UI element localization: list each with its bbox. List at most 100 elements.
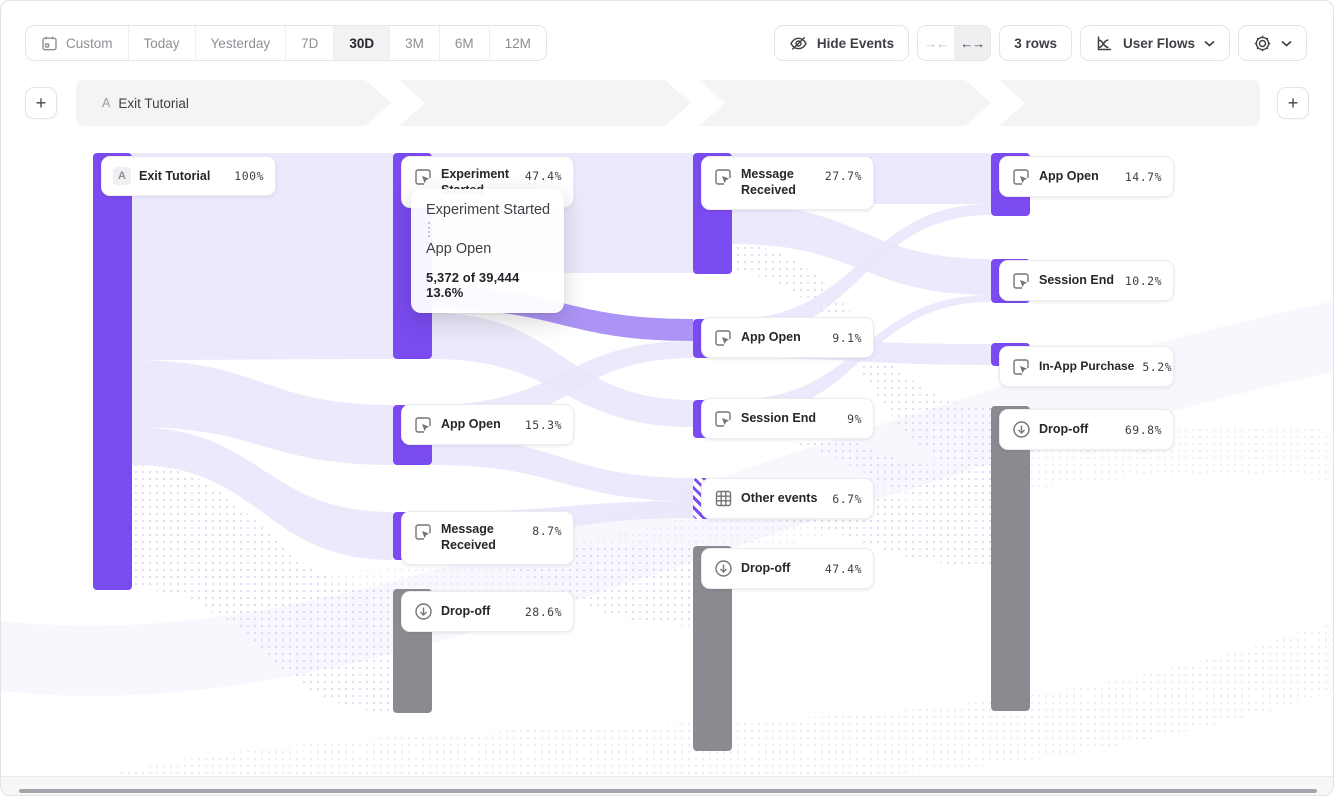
node-card-message-received-2[interactable]: Message Received 8.7% bbox=[401, 511, 574, 565]
step-band-segment-2[interactable] bbox=[399, 80, 691, 126]
node-card-app-open-4[interactable]: App Open 14.7% bbox=[999, 156, 1174, 197]
node-label: Session End bbox=[741, 411, 817, 426]
date-range-yesterday[interactable]: Yesterday bbox=[194, 26, 286, 60]
node-percent: 8.7% bbox=[532, 524, 562, 538]
node-label: Other events bbox=[741, 491, 818, 506]
node-card-dropoff-3[interactable]: Drop-off 47.4% bbox=[701, 548, 874, 589]
series-a-badge: A bbox=[113, 167, 131, 185]
settings-dropdown[interactable] bbox=[1238, 25, 1307, 61]
add-step-right-button[interactable]: + bbox=[1277, 87, 1309, 119]
node-percent: 28.6% bbox=[524, 604, 562, 619]
flow-ribbon[interactable] bbox=[432, 437, 693, 501]
series-badge: A bbox=[102, 96, 111, 110]
node-card-exit-tutorial[interactable]: A Exit Tutorial 100% bbox=[101, 156, 276, 196]
event-icon bbox=[413, 167, 433, 187]
chevron-down-icon bbox=[1204, 40, 1215, 47]
date-range-today[interactable]: Today bbox=[127, 26, 195, 60]
event-icon bbox=[713, 328, 733, 348]
event-icon bbox=[1011, 167, 1031, 187]
date-range-label: Custom bbox=[66, 35, 113, 51]
node-percent: 47.4% bbox=[824, 561, 862, 576]
event-icon bbox=[413, 522, 433, 542]
node-label: Message Received bbox=[441, 522, 496, 553]
dropoff-icon bbox=[413, 602, 433, 622]
node-percent: 27.7% bbox=[824, 169, 862, 183]
node-bar-exit-tutorial[interactable] bbox=[93, 153, 132, 590]
node-bar-dropoff-4[interactable] bbox=[991, 406, 1030, 711]
tooltip-detail: 5,372 of 39,444 13.6% bbox=[426, 270, 520, 300]
calendar-icon bbox=[42, 36, 57, 50]
toolbar-right: Hide Events →← ←→ 3 rows User Flows bbox=[773, 25, 1307, 61]
date-range-3m[interactable]: 3M bbox=[389, 26, 439, 60]
date-range-30d[interactable]: 30D bbox=[333, 26, 390, 60]
step-band-segment-4[interactable] bbox=[999, 80, 1260, 126]
event-icon bbox=[1011, 357, 1031, 377]
collapse-columns-button[interactable]: →← bbox=[924, 35, 949, 51]
node-label: App Open bbox=[441, 417, 501, 432]
user-flows-icon bbox=[1097, 36, 1111, 50]
rows-label: 3 rows bbox=[1014, 35, 1057, 51]
node-card-app-open-2[interactable]: App Open 15.3% bbox=[401, 404, 574, 445]
gear-icon bbox=[1254, 35, 1271, 51]
flow-tooltip: Experiment Started App Open 5,372 of 39,… bbox=[411, 189, 564, 313]
node-percent: 9% bbox=[847, 411, 862, 426]
node-label: Drop-off bbox=[741, 561, 791, 576]
node-card-app-open-3[interactable]: App Open 9.1% bbox=[701, 317, 874, 358]
node-percent: 10.2% bbox=[1124, 273, 1162, 288]
node-card-message-received-3[interactable]: Message Received 27.7% bbox=[701, 156, 874, 210]
date-range-control: Custom Today Yesterday 7D 30D 3M 6M 12M bbox=[25, 25, 547, 61]
node-card-in-app-purchase-4[interactable]: In-App Purchase 5.2% bbox=[999, 346, 1174, 387]
date-range-6m[interactable]: 6M bbox=[438, 26, 489, 60]
node-card-session-end-4[interactable]: Session End 10.2% bbox=[999, 260, 1174, 301]
expand-collapse-control: →← ←→ bbox=[917, 25, 992, 61]
hide-events-label: Hide Events bbox=[816, 35, 895, 51]
node-label: Exit Tutorial bbox=[139, 168, 211, 183]
node-label: Drop-off bbox=[1039, 422, 1089, 437]
node-percent: 9.1% bbox=[832, 330, 862, 345]
grid-icon bbox=[713, 489, 733, 509]
node-card-other-events-3[interactable]: Other events 6.7% bbox=[701, 478, 874, 519]
node-card-dropoff-4[interactable]: Drop-off 69.8% bbox=[999, 409, 1174, 450]
node-percent: 15.3% bbox=[524, 417, 562, 432]
flow-ribbon[interactable] bbox=[132, 465, 393, 712]
node-label: Session End bbox=[1039, 273, 1115, 288]
step-label: A Exit Tutorial bbox=[102, 95, 189, 111]
rows-button[interactable]: 3 rows bbox=[999, 25, 1072, 61]
footer-strip bbox=[1, 776, 1333, 795]
node-percent: 100% bbox=[234, 169, 264, 183]
date-range-12m[interactable]: 12M bbox=[488, 26, 546, 60]
flow-ribbon[interactable] bbox=[732, 204, 991, 295]
dropoff-icon bbox=[1011, 420, 1031, 440]
flow-ribbon[interactable] bbox=[132, 427, 393, 560]
chevron-down-icon bbox=[1281, 40, 1292, 47]
node-percent: 6.7% bbox=[832, 491, 862, 506]
chart-type-label: User Flows bbox=[1122, 35, 1195, 51]
hide-events-button[interactable]: Hide Events bbox=[773, 25, 910, 61]
node-card-session-end-3[interactable]: Session End 9% bbox=[701, 398, 874, 439]
tooltip-to-event: App Open bbox=[426, 241, 492, 257]
date-range-custom[interactable]: Custom bbox=[26, 26, 128, 60]
tooltip-from-event: Experiment Started bbox=[426, 202, 551, 218]
node-percent: 69.8% bbox=[1124, 422, 1162, 437]
expand-columns-button[interactable]: ←→ bbox=[954, 26, 991, 60]
node-percent: 5.2% bbox=[1142, 359, 1173, 374]
add-step-left-button[interactable]: + bbox=[25, 87, 57, 119]
tooltip-connector-dotted-line bbox=[428, 222, 430, 237]
step-band-segment-1[interactable]: A Exit Tutorial bbox=[76, 80, 391, 126]
event-icon bbox=[713, 409, 733, 429]
event-icon bbox=[1011, 271, 1031, 291]
horizontal-scrollbar[interactable] bbox=[19, 789, 1317, 793]
date-range-7d[interactable]: 7D bbox=[285, 26, 333, 60]
chart-type-dropdown[interactable]: User Flows bbox=[1079, 25, 1230, 61]
node-label: In-App Purchase bbox=[1039, 358, 1135, 373]
step-band-segment-3[interactable] bbox=[699, 80, 991, 126]
node-percent: 14.7% bbox=[1124, 169, 1162, 184]
flow-ribbon[interactable] bbox=[132, 360, 393, 465]
eye-off-icon bbox=[790, 36, 807, 50]
node-label: App Open bbox=[741, 330, 801, 345]
dropoff-icon bbox=[713, 559, 733, 579]
node-label: App Open bbox=[1039, 169, 1099, 184]
node-percent: 47.4% bbox=[524, 169, 562, 183]
node-card-dropoff-2[interactable]: Drop-off 28.6% bbox=[401, 591, 574, 632]
